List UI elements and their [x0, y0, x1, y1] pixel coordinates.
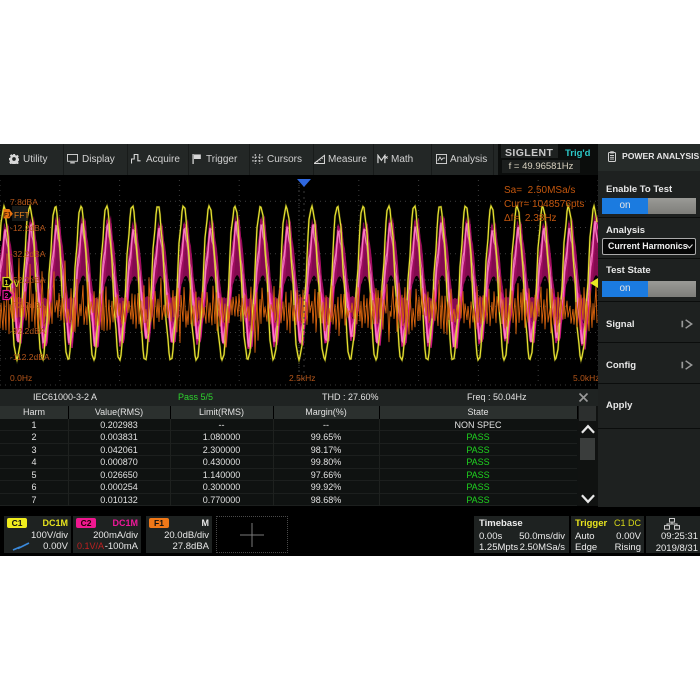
svg-text:V: V: [14, 279, 20, 289]
svg-text:1: 1: [5, 280, 9, 287]
svg-text:F1: F1: [4, 213, 12, 219]
svg-text:2: 2: [5, 293, 9, 300]
